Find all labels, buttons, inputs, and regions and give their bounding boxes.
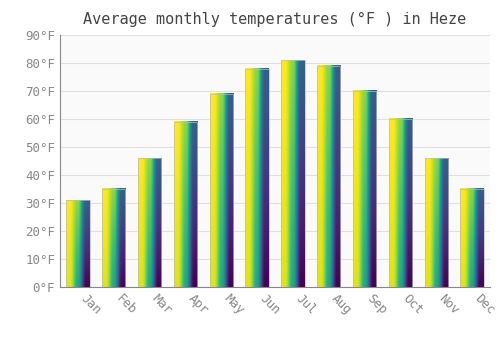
Bar bbox=[138, 158, 161, 287]
Title: Average monthly temperatures (°F ) in Heze: Average monthly temperatures (°F ) in He… bbox=[84, 12, 466, 27]
Bar bbox=[389, 119, 412, 287]
Bar bbox=[424, 158, 448, 287]
Bar bbox=[102, 189, 126, 287]
Bar bbox=[460, 189, 483, 287]
Bar bbox=[282, 60, 304, 287]
Bar bbox=[66, 200, 90, 287]
Bar bbox=[246, 69, 268, 287]
Bar bbox=[317, 66, 340, 287]
Bar bbox=[174, 122, 197, 287]
Bar bbox=[210, 94, 233, 287]
Bar bbox=[353, 91, 376, 287]
